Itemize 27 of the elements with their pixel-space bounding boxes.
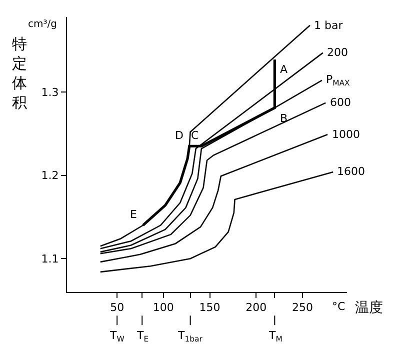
ref-line-label: T$_{M}$	[268, 329, 282, 344]
ref-line-label: T$_{E}$	[136, 329, 149, 344]
series-label: 1 bar	[314, 19, 344, 32]
annotation: B	[280, 112, 288, 125]
series-label: 200	[327, 46, 348, 59]
text: cm³/g	[28, 19, 57, 30]
x-axis-title: 温度	[355, 300, 383, 316]
y-tick-label: 1.1	[41, 252, 59, 266]
annotation: C	[191, 129, 199, 142]
annotation: D	[175, 129, 184, 142]
series-label: 600	[330, 96, 351, 109]
x-tick-label: 50	[110, 301, 124, 314]
x-tick-label: 150	[199, 301, 220, 314]
annotation: A	[280, 63, 288, 76]
y-axis-title: 特定体积	[12, 35, 27, 112]
series-label: 1000	[332, 128, 360, 141]
y-tick-label: 1.2	[41, 169, 59, 182]
x-tick-label: 200	[246, 301, 267, 314]
series-label: 1600	[337, 165, 365, 178]
x-tick-label: 250	[292, 301, 313, 314]
x-tick-label: 100	[152, 301, 174, 314]
annotation: E	[130, 208, 137, 221]
ref-line-label: T$_{W}$	[109, 329, 125, 344]
y-tick-label: 1.3	[41, 86, 59, 99]
text: °C	[332, 300, 346, 313]
series-label: P$_{MAX}$	[326, 73, 351, 88]
ref-line-label: T$_{1bar}$	[177, 329, 204, 344]
